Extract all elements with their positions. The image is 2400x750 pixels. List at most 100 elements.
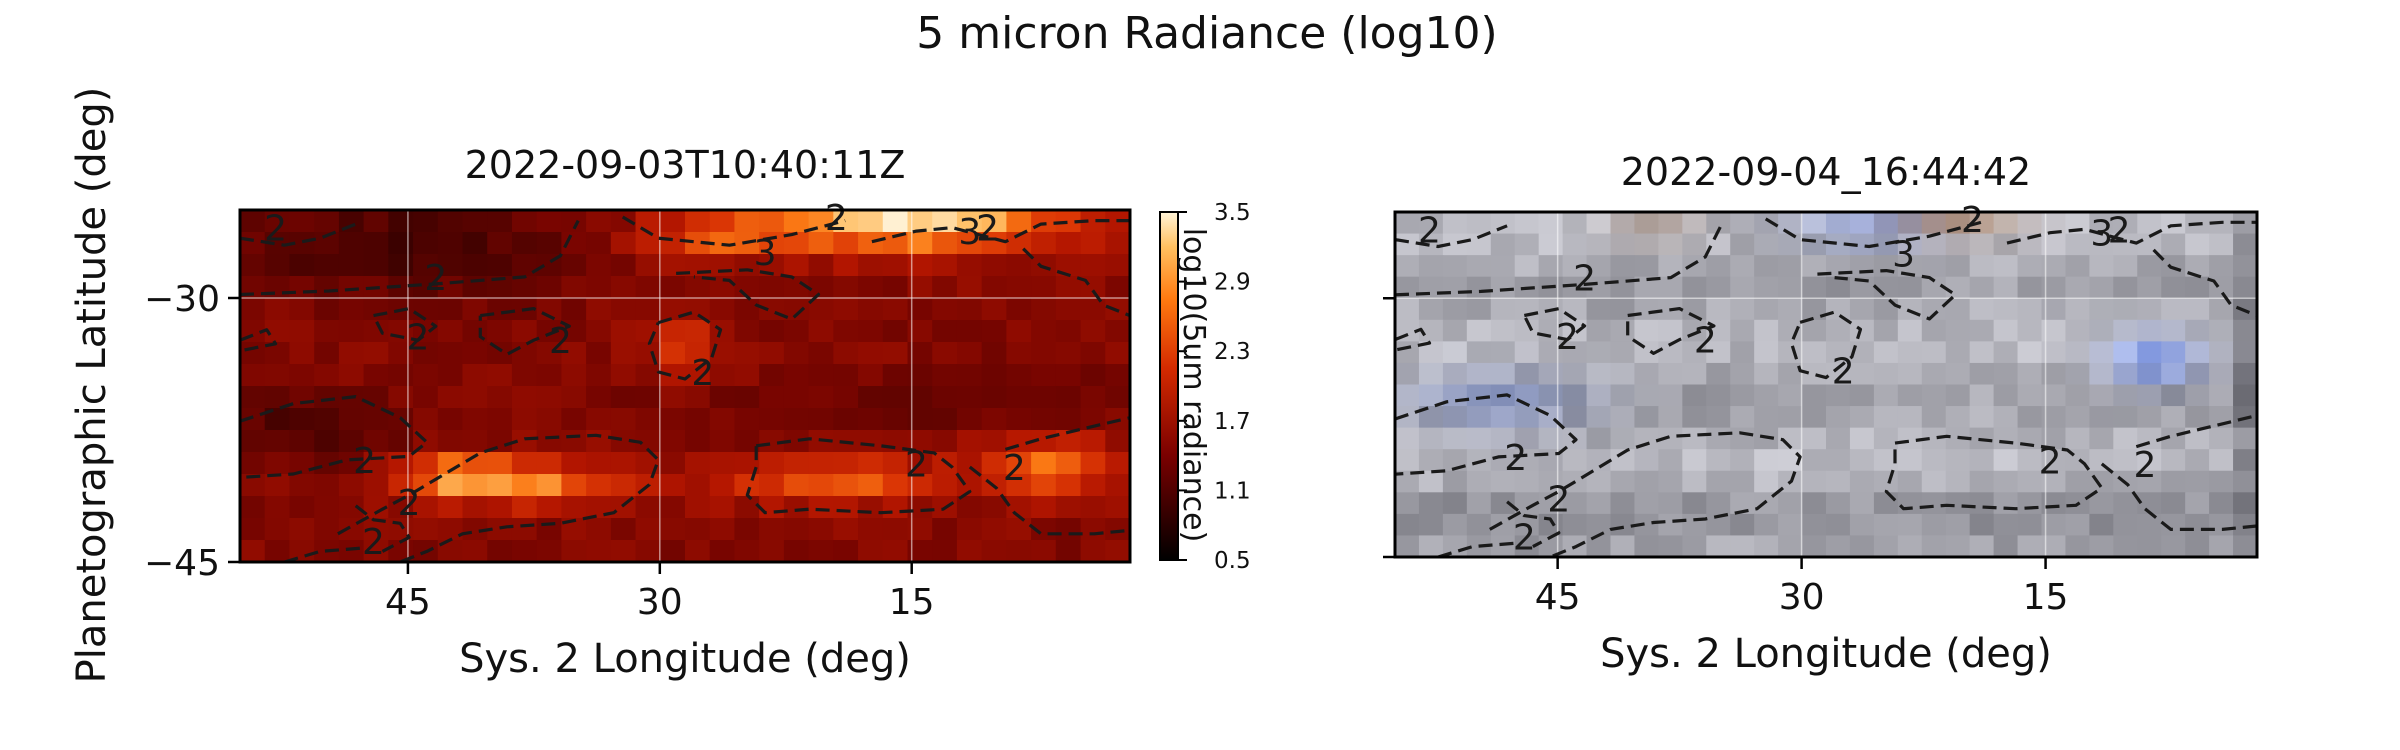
heatmap-cell	[1080, 518, 1106, 541]
heatmap-cell	[363, 320, 389, 343]
contour-line	[647, 310, 723, 381]
image-cell	[1514, 535, 1540, 558]
image-cell	[2041, 276, 2067, 299]
heatmap-cell	[388, 364, 414, 387]
image-cell	[2137, 492, 2162, 515]
heatmap-cell	[808, 342, 834, 365]
contour-label: 2	[407, 318, 430, 359]
heatmap-cell	[734, 320, 760, 343]
heatmap-cell	[289, 496, 315, 519]
image-cell	[2065, 212, 2090, 235]
image-cell	[2185, 406, 2210, 429]
image-cell	[2113, 492, 2138, 515]
heatmap-cell	[289, 298, 315, 321]
heatmap-cell	[956, 320, 983, 343]
image-cell	[1706, 513, 1731, 537]
image-cell	[2089, 513, 2114, 537]
image-cell	[1802, 406, 1827, 429]
image-cell	[1658, 470, 1683, 493]
heatmap-cell	[240, 452, 266, 475]
heatmap-cell	[833, 364, 859, 387]
image-cell	[1921, 535, 1947, 558]
image-cell	[2161, 470, 2186, 493]
heatmap-cell	[561, 540, 587, 563]
image-cell	[1873, 212, 1899, 235]
contour-line	[1626, 307, 1716, 355]
image-cell	[2017, 298, 2043, 321]
heatmap-cell	[759, 518, 785, 541]
image-cell	[2137, 212, 2162, 235]
heatmap-cell	[338, 452, 365, 475]
image-cell	[1873, 406, 1899, 429]
image-cell	[1634, 298, 1659, 321]
heatmap-cell	[635, 364, 661, 387]
contour-label: 2	[398, 483, 421, 524]
image-cell	[1778, 535, 1803, 558]
heatmap-cell	[264, 342, 291, 365]
heatmap-cell	[635, 518, 661, 541]
image-cell	[2017, 341, 2043, 364]
image-cell	[1682, 513, 1707, 537]
heatmap-cell	[685, 452, 711, 475]
image-cell	[1562, 492, 1588, 515]
image-cell	[2113, 449, 2138, 472]
image-cell	[1921, 427, 1947, 450]
heatmap-cell	[536, 496, 562, 519]
image-cell	[1514, 212, 1540, 235]
heatmap-cell	[907, 386, 933, 409]
image-cell	[1395, 362, 1420, 386]
image-cell	[2065, 341, 2090, 364]
image-cell	[1395, 535, 1420, 558]
heatmap-cell	[660, 232, 686, 255]
image-cell	[1466, 341, 1492, 364]
heatmap-cell	[709, 540, 736, 563]
image-cell	[1490, 255, 1516, 278]
heatmap-cell	[561, 364, 587, 387]
image-cell	[1826, 535, 1851, 558]
heatmap-cell	[586, 408, 612, 431]
image-cell	[1562, 362, 1588, 386]
image-cell	[1442, 427, 1468, 450]
image-cell	[1442, 513, 1468, 537]
heatmap-cell	[660, 496, 686, 519]
heatmap-cell	[685, 232, 711, 255]
heatmap-cell	[536, 342, 562, 365]
heatmap-cell	[240, 342, 266, 365]
heatmap-cell	[314, 518, 340, 541]
image-cell	[1849, 406, 1875, 429]
heatmap-cell	[586, 298, 612, 321]
image-cell	[1682, 535, 1707, 558]
heatmap-cell	[314, 232, 340, 255]
contour-label: 2	[1504, 438, 1527, 479]
image-cell	[2161, 276, 2186, 299]
heatmap-cell	[586, 452, 612, 475]
image-cell	[1754, 341, 1779, 364]
image-cell	[1778, 298, 1803, 321]
heatmap-cell	[709, 364, 736, 387]
image-cell	[1682, 406, 1707, 429]
heatmap-cell	[561, 298, 587, 321]
heatmap-cell	[1055, 210, 1082, 233]
image-cell	[1658, 255, 1683, 278]
heatmap-cell	[1006, 320, 1032, 343]
heatmap-cell	[511, 540, 538, 563]
heatmap-cell	[462, 232, 488, 255]
image-cell	[1395, 492, 1420, 515]
heatmap-cell	[338, 364, 365, 387]
image-cell	[1395, 470, 1420, 493]
image-cell	[2209, 233, 2234, 256]
heatmap-cell	[462, 452, 488, 475]
heatmap-cell	[462, 408, 488, 431]
heatmap-cell	[808, 474, 834, 497]
heatmap-cell	[1080, 474, 1106, 497]
image-cell	[1802, 233, 1827, 256]
image-cell	[1418, 255, 1444, 278]
heatmap-cell	[462, 474, 488, 497]
heatmap-cell	[808, 386, 834, 409]
heatmap-cell	[709, 408, 736, 431]
heatmap-cell	[1105, 254, 1131, 277]
image-cell	[1682, 255, 1707, 278]
contour-line	[337, 433, 660, 562]
